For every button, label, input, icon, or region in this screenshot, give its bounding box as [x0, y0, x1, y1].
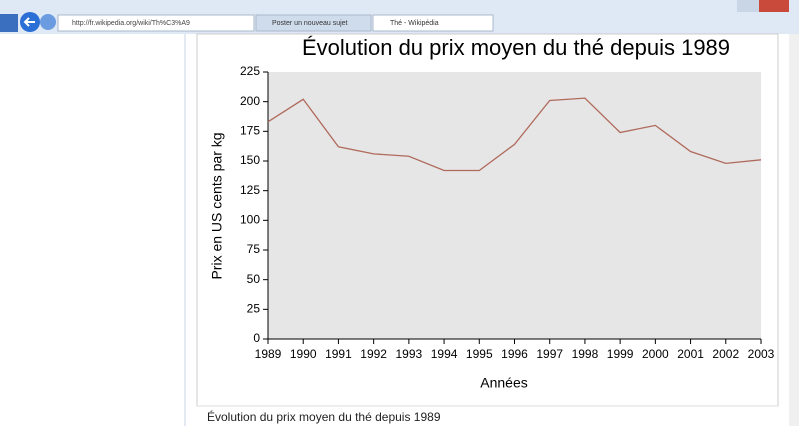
x-tick-label: 2000 [642, 347, 669, 361]
x-axis-label: Années [480, 375, 527, 391]
x-tick-label: 1996 [501, 347, 528, 361]
x-tick-label: 1991 [325, 347, 352, 361]
y-tick-label: 175 [240, 124, 260, 138]
y-tick-label: 25 [247, 302, 261, 316]
y-tick-label: 100 [240, 213, 260, 227]
scrollbar[interactable] [789, 34, 799, 426]
tab-title: Poster un nouveau sujet [272, 20, 348, 27]
y-tick-label: 0 [253, 331, 260, 345]
back-arrow [23, 17, 35, 27]
data-line [267, 97, 762, 172]
x-tick-label: 1992 [360, 347, 387, 361]
tab-title: Thé - Wikipédia [390, 20, 439, 27]
forward-button[interactable] [40, 14, 56, 30]
y-tick-label: 225 [240, 64, 260, 78]
y-tick-label: 75 [247, 242, 261, 256]
x-tick-label: 1999 [607, 347, 634, 361]
address-bar[interactable] [57, 14, 255, 32]
x-tick-label: 1990 [290, 347, 317, 361]
x-tick-label: 1995 [466, 347, 493, 361]
close-button[interactable] [759, 0, 789, 12]
x-tick-label: 1993 [396, 347, 423, 361]
x-tick-label: 2001 [677, 347, 704, 361]
caption: Évolution du prix moyen du thé depuis 19… [207, 409, 441, 424]
y-tick-label: 150 [240, 153, 260, 167]
url: http://fr.wikipedia.org/wiki/Th%C3%A9 [72, 20, 190, 27]
x-tick-label: 1989 [255, 347, 282, 361]
window-controls[interactable] [737, 0, 759, 12]
x-tick-label: 2003 [748, 347, 775, 361]
app-icon[interactable] [0, 14, 18, 32]
tab[interactable] [372, 14, 494, 32]
y-axis-label: Prix en US cents par kg [209, 132, 225, 279]
chart-title: Évolution du prix moyen du thé depuis 19… [302, 35, 730, 60]
x-tick-label: 1997 [536, 347, 563, 361]
plot-area [268, 72, 761, 339]
x-tick-label: 1998 [572, 347, 599, 361]
tab[interactable] [255, 14, 372, 32]
x-tick-label: 2002 [712, 347, 739, 361]
x-tick-label: 1994 [431, 347, 458, 361]
y-tick-label: 125 [240, 183, 260, 197]
y-tick-label: 200 [240, 94, 260, 108]
y-tick-label: 50 [247, 272, 261, 286]
